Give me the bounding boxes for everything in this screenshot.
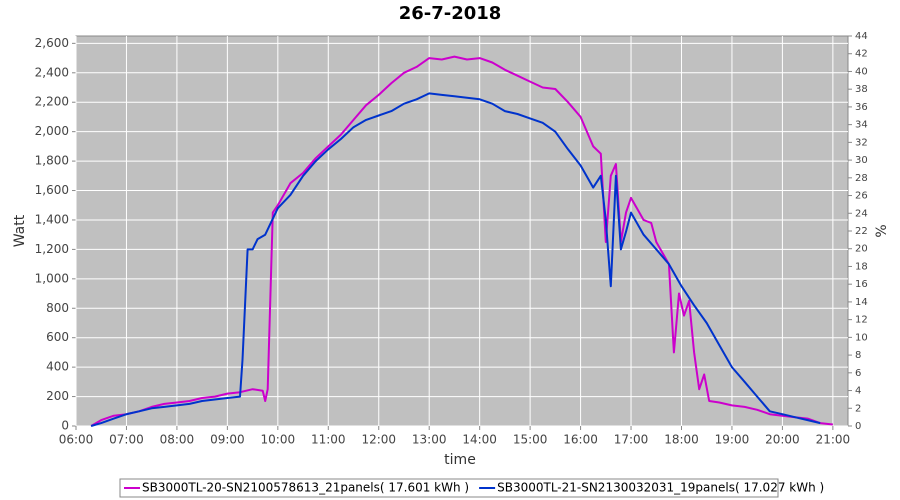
- legend-box: [119, 478, 779, 498]
- y-tick-label: 2,400: [35, 65, 69, 79]
- y2-tick-label: 8: [855, 350, 861, 361]
- x-axis-label: time: [444, 452, 476, 468]
- y2-tick-label: 22: [855, 226, 868, 237]
- y2-tick-label: 42: [855, 49, 868, 60]
- y2-tick-label: 40: [855, 66, 868, 77]
- y2-tick-label: 6: [855, 368, 861, 379]
- y2-tick-label: 12: [855, 315, 868, 326]
- y-tick-label: 2,000: [35, 124, 69, 138]
- y2-tick-label: 0: [855, 421, 861, 432]
- x-tick-label: 17:00: [614, 433, 649, 447]
- x-tick-label: 18:00: [664, 433, 699, 447]
- x-tick-label: 19:00: [715, 433, 750, 447]
- x-tick-label: 13:00: [412, 433, 447, 447]
- x-tick-label: 10:00: [261, 433, 296, 447]
- y-tick-label: 1,600: [35, 183, 69, 197]
- y2-tick-label: 34: [855, 120, 868, 131]
- x-tick-label: 09:00: [210, 433, 245, 447]
- x-tick-label: 21:00: [816, 433, 851, 447]
- y-tick-label: 2,200: [35, 95, 69, 109]
- y2-tick-label: 16: [855, 279, 868, 290]
- plot-area: [75, 35, 849, 427]
- legend-label: SB3000TL-20-SN2100578613_21panels( 17.60…: [142, 481, 469, 495]
- y2-tick-label: 28: [855, 173, 868, 184]
- y2-tick-label: 2: [855, 403, 861, 414]
- y2-tick-label: 18: [855, 261, 868, 272]
- y-tick-label: 0: [61, 419, 69, 433]
- y-tick-label: 1,800: [35, 154, 69, 168]
- x-tick-label: 07:00: [109, 433, 144, 447]
- chart-title: 26-7-2018: [399, 3, 502, 24]
- y2-tick-label: 10: [855, 332, 868, 343]
- y2-tick-label: 44: [855, 31, 868, 42]
- x-tick-label: 20:00: [765, 433, 800, 447]
- y2-tick-label: 4: [855, 386, 861, 397]
- y2-tick-label: 32: [855, 137, 868, 148]
- y-tick-label: 1,000: [35, 271, 69, 285]
- y-tick-label: 800: [46, 301, 69, 315]
- y-tick-label: 200: [46, 389, 69, 403]
- y-tick-label: 1,400: [35, 212, 69, 226]
- y2-tick-label: 38: [855, 84, 868, 95]
- y-axis-label: Watt: [12, 214, 28, 247]
- x-tick-label: 08:00: [160, 433, 195, 447]
- y-tick-label: 2,600: [35, 36, 69, 50]
- y-tick-label: 400: [46, 360, 69, 374]
- y-tick-label: 600: [46, 330, 69, 344]
- x-tick-label: 16:00: [563, 433, 598, 447]
- x-tick-label: 15:00: [513, 433, 548, 447]
- x-tick-label: 06:00: [59, 433, 94, 447]
- legend-label: SB3000TL-21-SN2130032031_19panels( 17.02…: [497, 481, 824, 495]
- y2-axis-label: %: [874, 224, 890, 237]
- y2-tick-label: 20: [855, 244, 868, 255]
- series-line: [90, 92, 821, 427]
- y2-tick-label: 36: [855, 102, 868, 113]
- x-tick-label: 12:00: [361, 433, 396, 447]
- y2-tick-label: 30: [855, 155, 868, 166]
- y-tick-label: 1,200: [35, 242, 69, 256]
- x-tick-label: 11:00: [311, 433, 346, 447]
- y2-tick-label: 14: [855, 297, 868, 308]
- x-tick-label: 14:00: [462, 433, 497, 447]
- y2-tick-label: 26: [855, 191, 868, 202]
- y2-tick-label: 24: [855, 208, 868, 219]
